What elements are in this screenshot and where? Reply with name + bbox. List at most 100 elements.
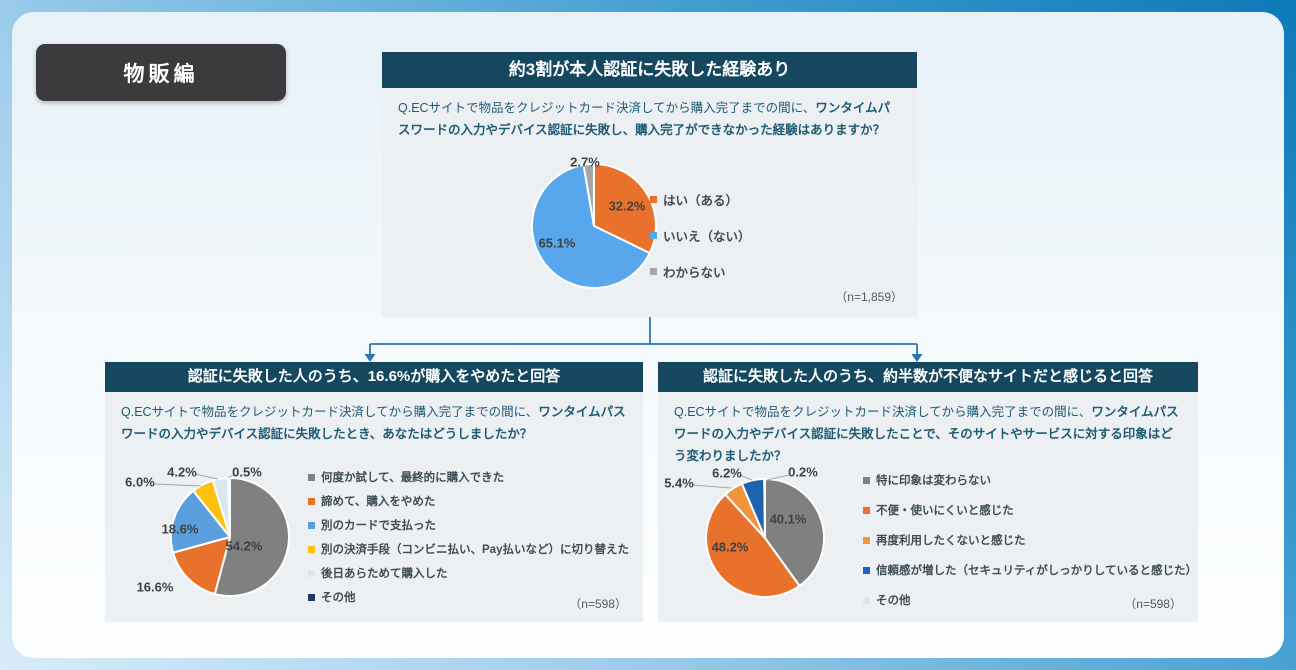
question-text: Q.ECサイトで物品をクレジットカード決済してから購入完了までの間に、ワンタイム… <box>674 402 1182 468</box>
pie-percent-label: 4.2% <box>167 464 197 479</box>
legend: はい（ある） いいえ（ない） わからない <box>650 190 751 281</box>
pie-slice <box>582 163 595 227</box>
pie-percent-label: 54.2% <box>226 538 263 553</box>
legend-item: 別の決済手段（コンビニ払い、Pay払いなど）に切り替えた <box>308 541 629 557</box>
legend-item: その他 <box>863 592 1197 608</box>
pie-percent-label: 6.2% <box>712 465 742 480</box>
pie-percent-label: 6.0% <box>125 474 155 489</box>
pie-slice <box>213 477 290 597</box>
legend-item: 再度利用したくないと感じた <box>863 532 1197 548</box>
legend-label: 諦めて、購入をやめた <box>321 496 436 508</box>
legend-label: 再度利用したくないと感じた <box>876 535 1026 547</box>
question-emphasis: ワンタイムパスワードの入力やデバイス認証に失敗したことで、そのサイトやサービスに… <box>674 405 1179 463</box>
legend-label: 何度か試して、最終的に購入できた <box>321 472 505 484</box>
legend-item: いいえ（ない） <box>650 226 751 245</box>
pie-percent-label: 0.2% <box>788 464 818 479</box>
legend-swatch-icon <box>650 196 657 203</box>
legend-item: 特に印象は変わらない <box>863 472 1197 488</box>
label-leader-line <box>588 164 593 171</box>
question-run: Q.ECサイトで物品をクレジットカード決済してから購入完了までの間に、 <box>674 405 1092 419</box>
legend-item: 信頼感が増した（セキュリティがしっかりしていると感じた） <box>863 562 1197 578</box>
arrow-down-icon <box>911 354 923 362</box>
legend-item: 別のカードで支払った <box>308 517 629 533</box>
label-leader-line <box>154 483 202 487</box>
chart-card-main: 約3割が本人認証に失敗した経験あり Q.ECサイトで物品をクレジットカード決済し… <box>382 52 917 317</box>
sample-size: （n=598） <box>1124 597 1182 611</box>
legend: 何度か試して、最終的に購入できた 諦めて、購入をやめた 別のカードで支払った別の決済… <box>308 469 629 605</box>
label-leader-line <box>194 473 219 480</box>
legend-swatch-icon <box>650 268 657 275</box>
card-title: 認証に失敗した人のうち、16.6%が購入をやめたと回答 <box>105 362 643 392</box>
legend-item: 何度か試して、最終的に購入できた <box>308 469 629 485</box>
question-emphasis: ワンタイムパスワードの入力やデバイス認証に失敗し、購入完了ができなかった経験はあ… <box>398 101 891 137</box>
legend-label: 後日あらためて購入した <box>321 568 448 580</box>
legend-swatch-icon <box>863 476 870 484</box>
legend-item: 後日あらためて購入した <box>308 565 629 581</box>
legend-label: その他 <box>876 595 911 607</box>
pie-percent-label: 18.6% <box>162 521 199 536</box>
legend-label: 特に印象は変わらない <box>876 475 991 487</box>
legend-swatch-icon <box>308 497 315 505</box>
pie-percent-label: 2.7% <box>570 154 600 169</box>
legend-label: その他 <box>321 592 356 604</box>
legend-item: はい（ある） <box>650 190 751 209</box>
label-leader-line <box>766 474 790 481</box>
pie-percent-label: 0.5% <box>232 464 262 479</box>
question-emphasis: ワンタイムパスワードの入力やデバイス認証に失敗したとき、あなたはどうしましたか？ <box>121 405 626 441</box>
legend-label: 不便・使いにくいと感じた <box>876 505 1014 517</box>
pie-slice <box>763 477 766 539</box>
card-title: 認証に失敗した人のうち、約半数が不便なサイトだと感じると回答 <box>658 362 1198 392</box>
question-run: Q.ECサイトで物品をクレジットカード決済してから購入完了までの間に、 <box>121 405 539 419</box>
legend-swatch-icon <box>308 521 315 529</box>
legend-swatch-icon <box>308 593 315 601</box>
legend-label: はい（ある） <box>663 194 739 208</box>
legend-label: わからない <box>663 266 726 280</box>
label-leader-line <box>739 474 753 481</box>
pie-slice <box>170 489 231 554</box>
label-leader-line <box>227 473 236 479</box>
legend-swatch-icon <box>863 566 870 574</box>
pie-chart: 40.1% 48.2% 5.4% 6.2% 0.2% <box>664 464 825 598</box>
legend-item: 諦めて、購入をやめた <box>308 493 629 509</box>
sample-size: （n=1,859） <box>835 290 903 304</box>
label-leader-line <box>692 484 732 489</box>
legend-swatch-icon <box>308 569 315 577</box>
question-run: Q.ECサイトで物品をクレジットカード決済してから購入完了までの間に、 <box>398 101 816 115</box>
legend-label: 別の決済手段（コンビニ払い、Pay払いなど）に切り替えた <box>321 544 629 556</box>
legend-item: その他 <box>308 589 629 605</box>
pie-percent-label: 32.2% <box>609 198 646 213</box>
pie-slice <box>531 163 651 289</box>
pie-chart: 54.2% 16.6% 18.6% 6.0% 4.2% 0.5% <box>125 464 290 597</box>
card-title: 約3割が本人認証に失敗した経験あり <box>382 52 917 88</box>
legend-label: 別のカードで支払った <box>321 520 436 532</box>
legend-swatch-icon <box>863 536 870 544</box>
legend-item: 不便・使いにくいと感じた <box>863 502 1197 518</box>
arrow-down-icon <box>364 354 376 362</box>
section-badge: 物販編 <box>36 44 286 101</box>
question-text: Q.ECサイトで物品をクレジットカード決済してから購入完了までの間に、ワンタイム… <box>121 402 627 446</box>
legend-swatch-icon <box>863 596 870 604</box>
legend-swatch-icon <box>308 545 315 553</box>
pie-percent-label: 48.2% <box>712 539 749 554</box>
pie-chart: 32.2% 65.1% 2.7% <box>531 154 657 289</box>
chart-card-site-impression: 認証に失敗した人のうち、約半数が不便なサイトだと感じると回答 Q.ECサイトで物… <box>658 362 1198 622</box>
legend-swatch-icon <box>863 506 870 514</box>
legend: 特に印象は変わらない不便・使いにくいと感じた 再度利用したくないと感じた信頼感が増… <box>863 472 1197 608</box>
pie-slice <box>705 493 801 598</box>
legend-swatch-icon <box>308 473 315 481</box>
pie-slice <box>764 478 825 587</box>
pie-slice <box>593 163 657 255</box>
pie-percent-label: 40.1% <box>770 511 807 526</box>
pie-slice <box>172 536 231 596</box>
legend-swatch-icon <box>650 232 657 239</box>
legend-label: いいえ（ない） <box>663 230 751 244</box>
pie-percent-label: 5.4% <box>664 475 694 490</box>
chart-card-purchase-behavior: 認証に失敗した人のうち、16.6%が購入をやめたと回答 Q.ECサイトで物品をク… <box>105 362 643 622</box>
pie-percent-label: 65.1% <box>539 235 576 250</box>
sample-size: （n=598） <box>569 597 627 611</box>
pie-percent-label: 16.6% <box>137 579 174 594</box>
content-panel: 物販編 約3割が本人認証に失敗した経験あり Q.ECサイトで物品をクレジットカー… <box>12 12 1284 658</box>
legend-label: 信頼感が増した（セキュリティがしっかりしていると感じた） <box>876 565 1197 577</box>
question-text: Q.ECサイトで物品をクレジットカード決済してから購入完了までの間に、ワンタイム… <box>398 98 901 142</box>
